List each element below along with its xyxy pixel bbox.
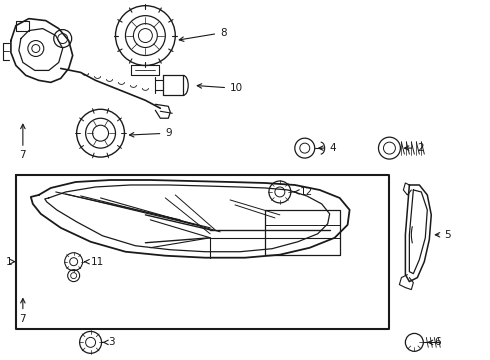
Text: 4: 4 [319,143,336,153]
Text: 5: 5 [435,230,451,240]
Text: 10: 10 [197,84,243,93]
Text: 1: 1 [5,257,12,267]
Text: 12: 12 [294,187,313,197]
Text: 3: 3 [103,337,115,347]
Text: 8: 8 [179,28,227,41]
Text: 7: 7 [20,314,26,324]
Text: 11: 11 [85,257,104,267]
Text: 6: 6 [428,337,441,347]
Text: 9: 9 [129,128,172,138]
Text: 7: 7 [20,150,26,160]
Text: 2: 2 [404,143,424,153]
